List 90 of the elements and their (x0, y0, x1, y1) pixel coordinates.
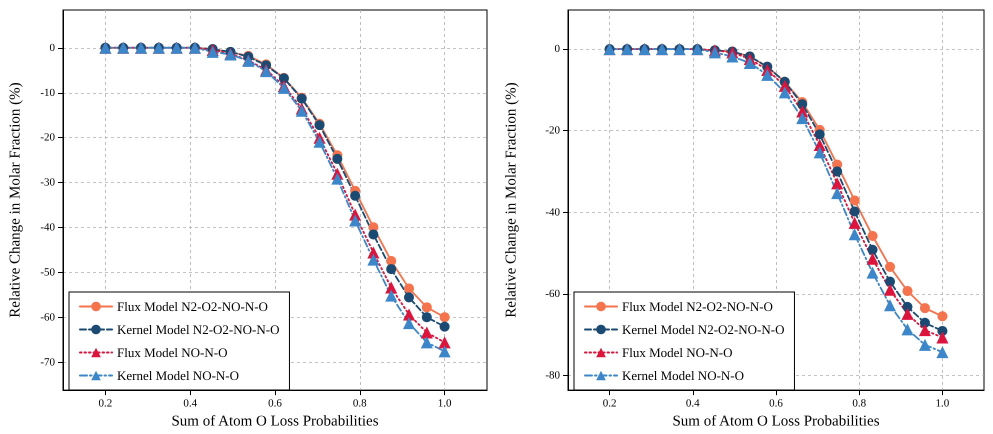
point (937, 311, 948, 322)
legend-label: Kernel Model NO-N-O (117, 368, 240, 383)
x-tick-label: 1.0 (438, 398, 452, 410)
y-tick-label: -70 (40, 356, 56, 369)
point (936, 331, 948, 344)
point (350, 190, 360, 201)
y-tick-label: -20 (40, 132, 56, 144)
x-tick-label: 0.6 (268, 398, 282, 410)
x-tick-label: 0.4 (183, 398, 198, 410)
legend-label: Flux Model NO-N-O (622, 345, 732, 360)
point (831, 187, 844, 200)
y-tick-label: 0 (50, 42, 56, 54)
point (420, 326, 433, 339)
point (850, 195, 860, 206)
y-tick-label: -20 (545, 124, 560, 137)
point (402, 317, 415, 330)
legend-label: Flux Model N2-O2-NO-N-O (622, 299, 773, 314)
point (832, 166, 842, 176)
legend-label: Flux Model NO-N-O (117, 345, 228, 360)
point (920, 318, 930, 328)
point (332, 154, 342, 164)
point (386, 256, 396, 266)
legend-label: Kernel Model NO-N-O (622, 368, 744, 383)
y-axis-title: Relative Change in Molar Fraction (%) (504, 82, 520, 318)
point (918, 324, 931, 336)
point (850, 206, 860, 216)
point (420, 336, 433, 348)
y-tick-label: -50 (40, 266, 56, 279)
point (868, 230, 878, 241)
point (440, 312, 450, 322)
point (367, 254, 380, 266)
point (848, 216, 861, 229)
point (831, 177, 844, 190)
point (884, 284, 896, 296)
point (902, 286, 912, 296)
point (744, 57, 756, 70)
legend-label: Kernel Model N2-O2-NO-N-O (117, 322, 280, 337)
point (440, 322, 450, 332)
point (385, 290, 398, 302)
point (438, 345, 451, 358)
point (386, 264, 396, 274)
point (866, 252, 879, 265)
y-axis-title: Relative Change in Molar Fraction (%) (8, 82, 24, 318)
y-tick-label: -30 (40, 176, 56, 189)
x-tick-label: 0.8 (352, 398, 368, 410)
point (314, 136, 326, 148)
y-tick-label: 0 (554, 43, 560, 56)
y-tick-label: -60 (40, 312, 56, 324)
point (884, 262, 895, 272)
point (404, 283, 414, 294)
x-tick-label: 0.8 (852, 398, 867, 410)
point (796, 112, 808, 124)
y-tick-label: -40 (40, 222, 56, 234)
point (422, 302, 432, 312)
y-tick-label: -60 (545, 288, 560, 300)
legend-label: Flux Model N2-O2-NO-N-O (117, 299, 268, 314)
point (778, 86, 791, 98)
point (368, 229, 378, 240)
x-tick-label: 0.2 (602, 398, 616, 410)
point (868, 244, 878, 255)
x-tick-label: 0.2 (98, 398, 112, 410)
point (761, 68, 774, 81)
point (385, 282, 398, 294)
point (349, 214, 362, 227)
x-tick-label: 0.6 (769, 398, 784, 410)
point (920, 303, 930, 314)
y-tick-label: -80 (545, 369, 560, 382)
x-axis-title: Sum of Atom O Loss Probabilities (672, 414, 880, 430)
point (422, 312, 432, 322)
point (866, 266, 879, 279)
point (814, 146, 826, 158)
point (884, 299, 896, 312)
point (814, 129, 825, 140)
point (331, 172, 344, 185)
point (884, 276, 895, 287)
legend-label: Kernel Model N2-O2-NO-N-O (622, 322, 784, 337)
point (848, 228, 861, 240)
point (901, 308, 914, 320)
y-tick-label: -10 (40, 86, 56, 99)
point (404, 292, 414, 302)
point (901, 323, 914, 336)
x-tick-label: 0.4 (686, 398, 700, 410)
point (726, 50, 738, 62)
x-axis-title: Sum of Atom O Loss Probabilities (171, 414, 379, 430)
x-tick-label: 1.0 (936, 398, 950, 410)
y-tick-label: -40 (545, 206, 560, 218)
point (936, 346, 948, 358)
point (402, 308, 415, 321)
point (438, 336, 451, 348)
point (918, 338, 931, 351)
